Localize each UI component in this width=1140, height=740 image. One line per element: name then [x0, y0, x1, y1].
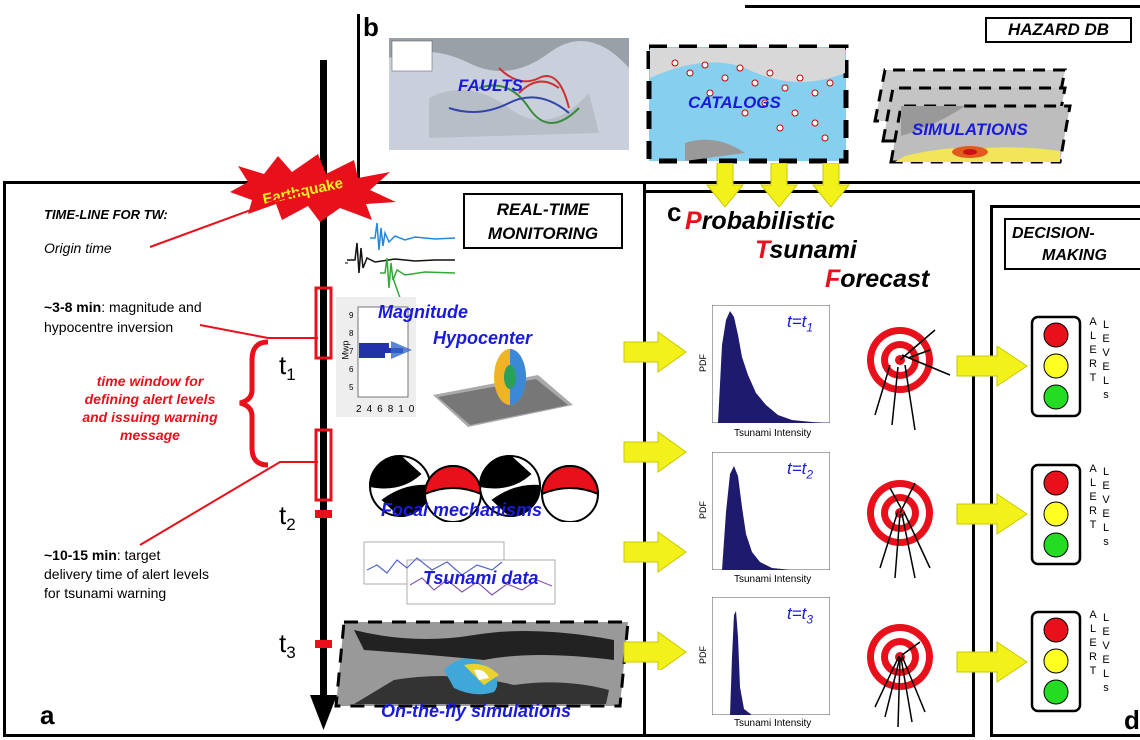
step1-line2: hypocentre inversion	[44, 319, 174, 335]
magnitude-label: Magnitude	[378, 302, 468, 322]
pdf-label-1: PDF	[698, 354, 708, 372]
x-label-1: Tsunami Intensity	[734, 428, 812, 439]
traffic-light-1	[1030, 315, 1082, 418]
title-t: T	[755, 236, 770, 264]
hypocenter-label: Hypocenter	[433, 328, 533, 348]
simulations-label: SIMULATIONS	[912, 120, 1028, 139]
window-line2: defining alert levels	[84, 391, 216, 407]
t-eq-3: t=t3	[787, 604, 814, 627]
pdf-plot-2	[711, 451, 831, 571]
title-p: P	[685, 207, 702, 235]
hypocenter-plot	[428, 335, 578, 435]
panel-b-top-line	[745, 5, 1140, 8]
panel-b-left-line	[357, 14, 360, 184]
timeline-header: TIME-LINE FOR TW:	[44, 207, 168, 222]
catalogs-label: CATALOGS	[688, 93, 781, 112]
step1-rest: : magnitude and	[101, 299, 202, 315]
step2-line3: for tsunami warning	[44, 585, 167, 601]
panel-letter-a: a	[40, 700, 55, 730]
decision-line1: DECISION-	[1012, 225, 1095, 242]
panel-letter-d: d	[1124, 705, 1140, 735]
x-label-3: Tsunami Intensity	[734, 718, 812, 729]
step2-line2: delivery time of alert levels	[44, 566, 209, 582]
time-window-text: time window for defining alert levels an…	[60, 372, 240, 444]
focal-mechanisms	[365, 452, 625, 523]
step1-text: ~3-8 min: magnitude and hypocentre inver…	[44, 297, 202, 337]
panel-letter-c: c	[667, 197, 682, 227]
panel-letter-b: b	[363, 12, 379, 42]
hazard-db-title: HAZARD DB	[985, 17, 1132, 43]
step2-rest: : target	[116, 547, 161, 563]
step1-bold: ~3-8 min	[44, 299, 102, 315]
decision-line2: MAKING	[1042, 247, 1107, 264]
title-f: F	[825, 265, 841, 293]
target-3	[860, 622, 960, 732]
leader-lines	[139, 189, 318, 546]
t3-label: t3	[279, 628, 296, 663]
step2-text: ~10-15 min: target delivery time of aler…	[44, 546, 209, 603]
window-line1: time window for	[96, 373, 204, 389]
pdf-plot-3	[711, 596, 831, 716]
pdf-label-2: PDF	[698, 501, 708, 519]
origin-time-label: Origin time	[44, 240, 112, 256]
catalogs-map	[645, 43, 850, 165]
target-2	[860, 478, 960, 588]
target-1	[860, 325, 960, 435]
mwp-xticks: 246810	[356, 404, 420, 415]
traffic-light-2	[1030, 463, 1082, 566]
seismograms	[345, 218, 465, 303]
tsunami-data-plot	[362, 540, 557, 606]
monitoring-line1: REAL-TIME	[496, 200, 590, 219]
tsunami-data-label: Tsunami data	[423, 568, 539, 588]
window-line4: message	[120, 427, 180, 443]
monitoring-line2: MONITORING	[487, 224, 599, 243]
forecast-to-decision-arrows	[955, 345, 1035, 686]
t2-label: t2	[279, 500, 296, 535]
timeline-axis	[300, 55, 350, 735]
step2-bold: ~10-15 min	[44, 547, 117, 563]
faults-map	[389, 38, 629, 150]
forecast-title: Probabilistic Tsunami Forecast	[685, 207, 930, 293]
catalog-down-arrows	[705, 162, 855, 209]
simulations-stack	[865, 66, 1075, 176]
x-label-2: Tsunami Intensity	[734, 574, 812, 585]
monitoring-title: REAL-TIME MONITORING	[463, 193, 623, 249]
simulation-map	[334, 620, 630, 708]
t-eq-2: t=t2	[787, 459, 814, 482]
t1-label: t1	[279, 350, 296, 385]
window-line3: and issuing warning	[82, 409, 218, 425]
mwp-histogram	[336, 297, 416, 417]
t-eq-1: t=t1	[787, 312, 814, 335]
monitoring-to-forecast-arrows	[620, 330, 692, 673]
faults-label: FAULTS	[458, 76, 523, 95]
pdf-plot-1	[711, 304, 831, 424]
earthquake-burst	[220, 152, 400, 224]
on-the-fly-label: On-the-fly simulations	[381, 701, 572, 721]
traffic-light-3	[1030, 610, 1082, 713]
decision-title: DECISION- MAKING	[1004, 218, 1140, 270]
pdf-label-3: PDF	[698, 646, 708, 664]
focal-mechanisms-label: Focal mechanisms	[381, 500, 543, 520]
